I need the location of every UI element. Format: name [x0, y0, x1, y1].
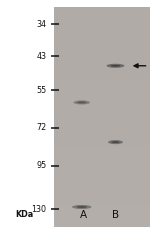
Text: 95: 95: [36, 161, 46, 170]
Text: 43: 43: [36, 52, 46, 61]
Ellipse shape: [72, 205, 92, 209]
Bar: [54, 95, 150, 102]
Ellipse shape: [108, 140, 123, 144]
Bar: [54, 88, 150, 95]
Text: 72: 72: [36, 123, 46, 132]
Ellipse shape: [76, 206, 87, 208]
Ellipse shape: [74, 100, 90, 104]
Bar: [54, 220, 150, 227]
Bar: [54, 132, 150, 139]
Bar: [54, 190, 150, 198]
Bar: [54, 183, 150, 190]
Bar: [54, 14, 150, 22]
Ellipse shape: [111, 141, 120, 143]
Bar: [54, 29, 150, 36]
Bar: [54, 176, 150, 183]
Text: A: A: [80, 210, 87, 220]
Bar: [54, 124, 150, 132]
Bar: [54, 154, 150, 161]
Bar: [54, 102, 150, 110]
Ellipse shape: [77, 101, 86, 103]
Bar: [54, 22, 150, 29]
Bar: [54, 117, 150, 124]
Bar: [54, 205, 150, 212]
Text: 130: 130: [32, 205, 46, 214]
Bar: [54, 146, 150, 154]
Bar: [54, 44, 150, 51]
Bar: [54, 198, 150, 205]
Bar: [54, 66, 150, 73]
Text: B: B: [112, 210, 119, 220]
Bar: [54, 73, 150, 80]
Bar: [54, 139, 150, 146]
Bar: [54, 7, 150, 14]
Text: KDa: KDa: [15, 210, 33, 219]
Bar: [54, 80, 150, 88]
Bar: [54, 36, 150, 44]
Bar: [54, 51, 150, 58]
Bar: [54, 212, 150, 220]
Bar: [54, 161, 150, 168]
Bar: [54, 168, 150, 176]
Bar: [54, 58, 150, 66]
Bar: [54, 7, 150, 227]
Ellipse shape: [111, 65, 120, 67]
Ellipse shape: [106, 64, 124, 68]
Bar: [54, 110, 150, 117]
Text: 55: 55: [36, 86, 46, 95]
Text: 34: 34: [36, 20, 46, 29]
